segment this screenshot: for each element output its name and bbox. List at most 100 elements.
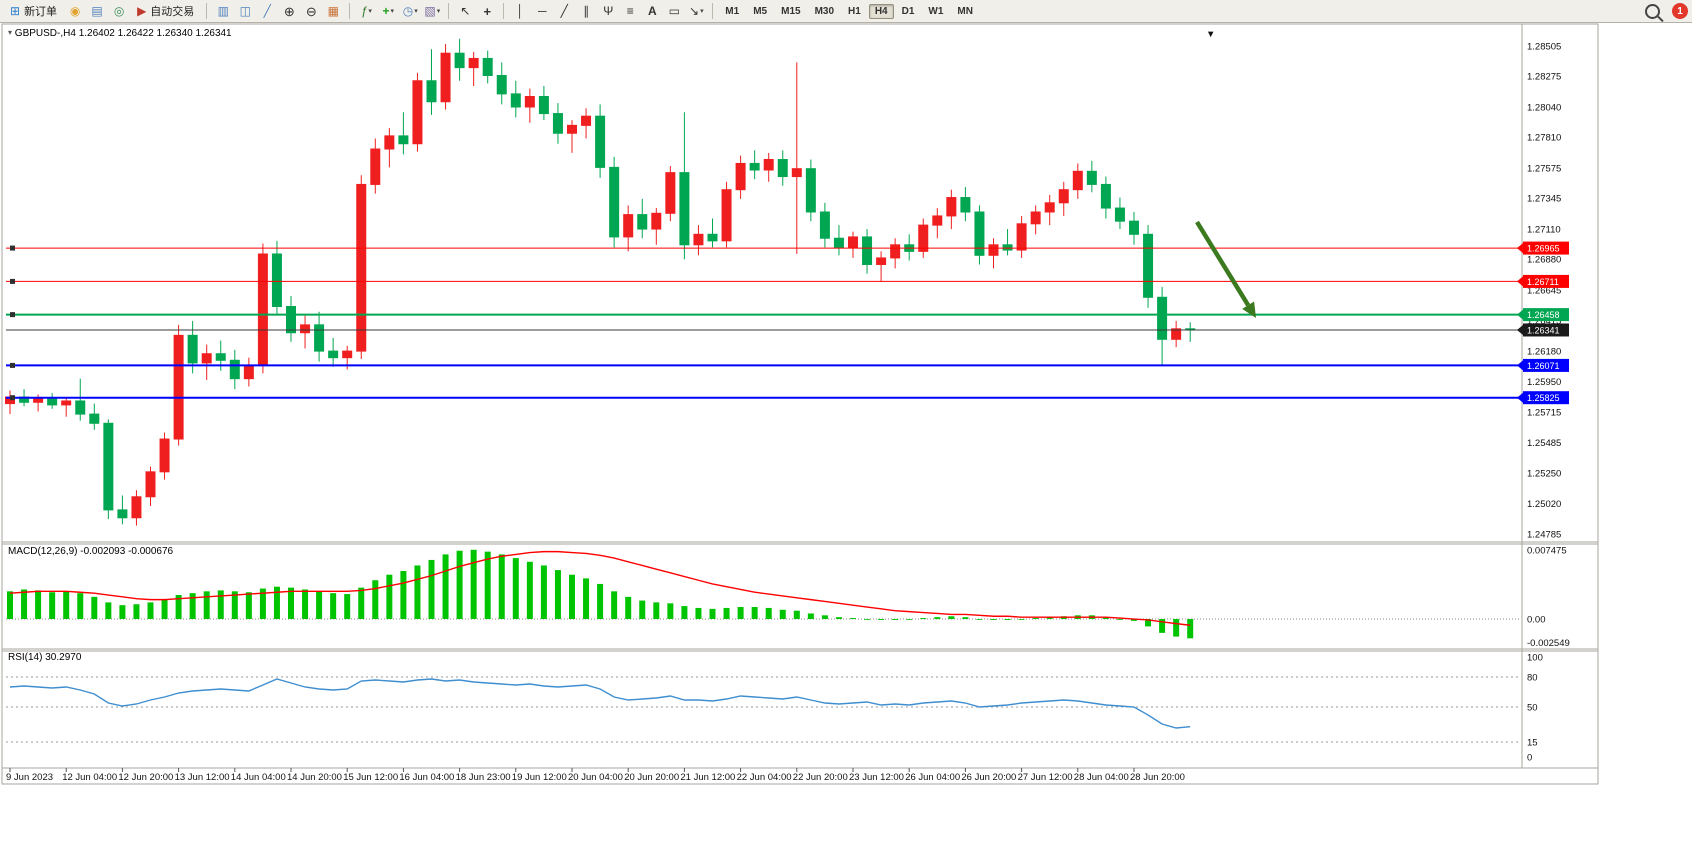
line-chart-mode-button[interactable]: ╱ [257, 2, 277, 21]
svg-text:15 Jun 12:00: 15 Jun 12:00 [343, 772, 398, 783]
zoom-in-button[interactable]: ⊕ [279, 2, 299, 21]
crosshair-tool-button[interactable]: + [477, 2, 497, 21]
chevron-down-icon: ▾ [414, 8, 418, 15]
svg-text:1.25825: 1.25825 [1527, 393, 1560, 403]
toolbar-separator [712, 3, 714, 19]
timeframe-m15-button[interactable]: M15 [781, 5, 801, 17]
indicators-icon: ƒ [360, 4, 368, 18]
trendline-icon: ╱ [560, 4, 568, 18]
tile-windows-button[interactable]: ▦ [323, 2, 343, 21]
svg-text:-0.002549: -0.002549 [1527, 638, 1570, 649]
svg-text:1.25020: 1.25020 [1527, 499, 1561, 510]
candle-chart-icon: ◫ [239, 4, 251, 18]
period-button[interactable]: ◷ ▾ [400, 2, 420, 21]
svg-text:22 Jun 20:00: 22 Jun 20:00 [793, 772, 848, 783]
chevron-down-icon: ▾ [700, 8, 704, 15]
autotrade-button[interactable]: ▶ 自动交易 [131, 2, 200, 21]
level-line[interactable] [6, 245, 1520, 251]
price-label-box: 1.26458 [1517, 308, 1569, 322]
timeframe-m1-button[interactable]: M1 [725, 5, 740, 17]
chart-frame [1, 23, 1599, 785]
timeframe-mn-button[interactable]: MN [957, 5, 973, 17]
toolbar-separator [349, 3, 351, 19]
indicators-button[interactable]: ƒ ▾ [356, 2, 376, 21]
timeframe-d1-button[interactable]: D1 [901, 5, 915, 17]
svg-text:1.26458: 1.26458 [1527, 310, 1560, 320]
profiles-button[interactable]: ◎ [109, 2, 129, 21]
line-chart-icon: ╱ [263, 4, 271, 18]
cursor-icon: ↖ [460, 4, 471, 18]
svg-text:1.25485: 1.25485 [1527, 438, 1561, 449]
svg-text:100: 100 [1527, 653, 1543, 664]
vertical-line-tool-button[interactable]: │ [510, 2, 530, 21]
timeframe-h4-button[interactable]: H4 [868, 3, 894, 19]
svg-text:1.25715: 1.25715 [1527, 408, 1561, 419]
zoom-out-button[interactable]: ⊖ [301, 2, 321, 21]
chart-title: ▾ GBPUSD-,H4 1.26402 1.26422 1.26340 1.2… [8, 28, 232, 39]
arrows-tool-button[interactable]: ↘ ▾ [686, 2, 706, 21]
pitchfork-tool-button[interactable]: Ψ [598, 2, 618, 21]
sound-alert-button[interactable]: ◉ [65, 2, 85, 21]
level-line[interactable] [6, 278, 1520, 284]
label-tool-button[interactable]: ▭ [664, 2, 684, 21]
svg-text:1.27345: 1.27345 [1527, 194, 1561, 205]
svg-text:1.26711: 1.26711 [1527, 277, 1559, 287]
new-order-button[interactable]: ⊞ 新订单 [4, 2, 63, 21]
new-chart-button[interactable]: ▤ [87, 2, 107, 21]
svg-text:50: 50 [1527, 703, 1538, 714]
templates-button[interactable]: ▧ ▾ [422, 2, 442, 21]
arrows-tool-icon: ↘ [689, 4, 700, 18]
svg-text:1.26965: 1.26965 [1527, 244, 1560, 254]
svg-text:12 Jun 20:00: 12 Jun 20:00 [118, 772, 173, 783]
price-label-box: 1.25825 [1517, 391, 1569, 405]
svg-text:16 Jun 04:00: 16 Jun 04:00 [399, 772, 454, 783]
svg-text:23 Jun 12:00: 23 Jun 12:00 [849, 772, 904, 783]
level-line[interactable] [6, 395, 1520, 401]
svg-text:1.27810: 1.27810 [1527, 133, 1561, 144]
price-label-box: 1.26711 [1517, 274, 1569, 288]
timeframe-m5-button[interactable]: M5 [753, 5, 768, 17]
fibonacci-tool-button[interactable]: ≡ [620, 2, 640, 21]
chevron-down-icon: ▾ [436, 8, 441, 15]
bar-chart-mode-button[interactable]: ▥ [213, 2, 233, 21]
svg-text:21 Jun 12:00: 21 Jun 12:00 [680, 772, 735, 783]
chart-menu-icon[interactable]: ▾ [8, 28, 13, 37]
level-line[interactable] [6, 312, 1520, 318]
timeframe-w1-button[interactable]: W1 [928, 5, 944, 17]
svg-text:1.25250: 1.25250 [1527, 469, 1561, 480]
svg-text:1.26415: 1.26415 [1527, 316, 1561, 327]
svg-text:9 Jun 2023: 9 Jun 2023 [6, 772, 53, 783]
crosshair-icon: + [483, 3, 492, 19]
search-icon[interactable] [1645, 3, 1660, 19]
new-order-label: 新订单 [24, 6, 58, 18]
horizontal-levels: 1.26965 1.26711 1.26458 1.26341 1.26071 1.258… [6, 241, 1569, 405]
chart-shift-marker[interactable]: ▼ [1206, 29, 1215, 40]
new-chart-icon: ▤ [91, 4, 103, 18]
timeframe-m30-button[interactable]: M30 [814, 5, 835, 17]
svg-text:22 Jun 04:00: 22 Jun 04:00 [737, 772, 792, 783]
channel-tool-button[interactable]: ∥ [576, 2, 596, 21]
svg-text:27 Jun 12:00: 27 Jun 12:00 [1018, 772, 1073, 783]
trendline-tool-button[interactable]: ╱ [554, 2, 574, 21]
fibonacci-icon: ≡ [626, 4, 634, 18]
text-tool-button[interactable]: A [642, 2, 662, 21]
notification-badge[interactable]: 1 [1672, 3, 1688, 19]
svg-text:20 Jun 04:00: 20 Jun 04:00 [568, 772, 623, 783]
horizontal-line-tool-button[interactable]: ─ [532, 2, 552, 21]
cursor-tool-button[interactable]: ↖ [455, 2, 475, 21]
price-label-box: 1.26071 [1517, 358, 1569, 372]
text-tool-icon: A [647, 4, 657, 18]
candle-chart-mode-button[interactable]: ◫ [235, 2, 255, 21]
chevron-down-icon: ▾ [368, 8, 372, 15]
trend-arrow-annotation[interactable] [1195, 220, 1256, 318]
level-line[interactable] [6, 362, 1520, 368]
add-indicator-icon: + [382, 4, 390, 18]
svg-text:18 Jun 23:00: 18 Jun 23:00 [456, 772, 511, 783]
add-indicator-button[interactable]: + ▾ [378, 2, 398, 21]
svg-text:0.00: 0.00 [1527, 615, 1546, 626]
timeframe-h1-button[interactable]: H1 [848, 5, 861, 17]
horizontal-line-icon: ─ [538, 4, 547, 18]
profiles-icon: ◎ [113, 4, 125, 18]
